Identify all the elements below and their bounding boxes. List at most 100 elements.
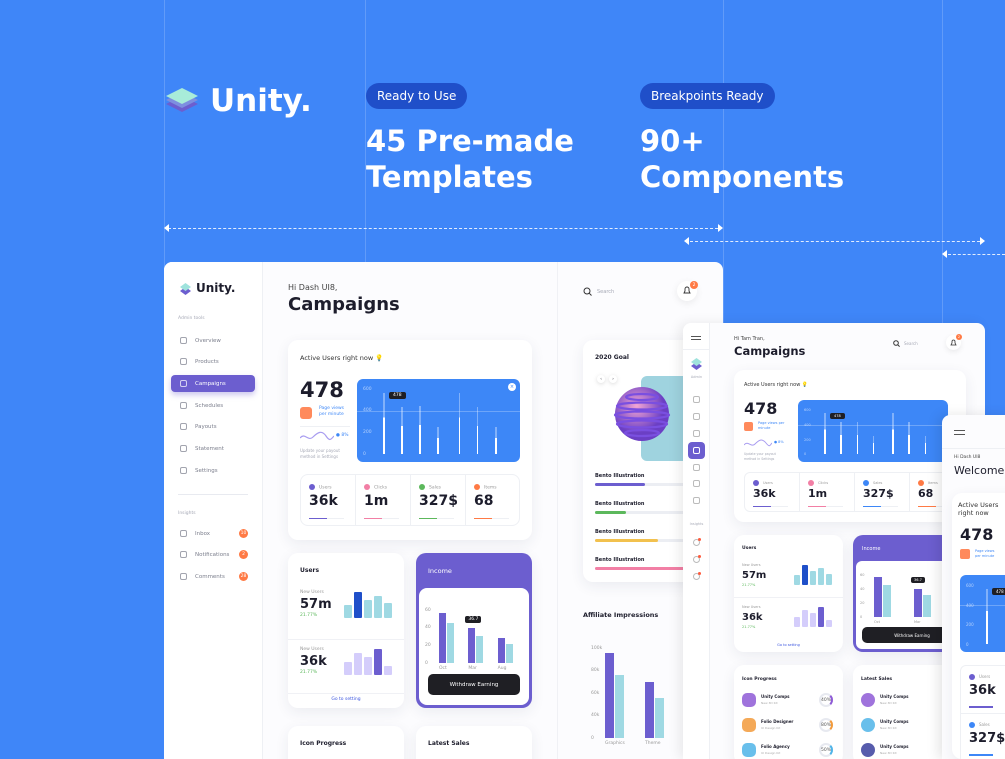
search-icon[interactable] bbox=[893, 340, 900, 347]
sidebar-item-payouts[interactable]: Payouts bbox=[171, 418, 255, 435]
stat-clicks: Clicks 1m bbox=[800, 473, 855, 511]
active-users-bar bbox=[840, 422, 842, 454]
users-card-title: Users bbox=[300, 567, 320, 574]
withdraw-earning-button[interactable]: Withdraw Earning bbox=[428, 674, 520, 695]
income-bar-primary bbox=[439, 613, 446, 663]
sidebar-item-campaigns[interactable]: Campaigns bbox=[171, 375, 255, 392]
sidebar-item-inbox[interactable]: Inbox bbox=[171, 525, 255, 542]
users-bar bbox=[818, 568, 824, 585]
divider bbox=[734, 597, 843, 598]
document-icon bbox=[180, 445, 187, 452]
dashboard-tablet: Admin Insights Hi Tam Tran, Campaigns Se… bbox=[683, 323, 985, 759]
stat-value: 327$ bbox=[419, 493, 458, 510]
stat-progress bbox=[969, 754, 993, 756]
slim-nav-document-icon[interactable] bbox=[692, 479, 701, 488]
sidebar-item-overview[interactable]: Overview bbox=[171, 332, 255, 349]
sidebar-item-settings[interactable]: Settings bbox=[171, 462, 255, 479]
go-to-setting-link[interactable]: Go to setting bbox=[331, 697, 361, 702]
hamburger-menu-icon[interactable] bbox=[691, 336, 701, 340]
y-tick-label: 600 bbox=[966, 583, 974, 588]
go-to-setting-link[interactable]: Go to setting bbox=[777, 643, 800, 647]
income-bar-secondary bbox=[447, 622, 454, 663]
active-users-bar bbox=[892, 412, 894, 454]
divider bbox=[300, 426, 350, 427]
dashboard-desktop: Unity. Admin tools Overview Products Campa… bbox=[164, 262, 723, 759]
item-subtitle: New 3D Kit bbox=[880, 751, 897, 755]
active-users-card: Active Users right now 💡 478 Page views … bbox=[288, 340, 532, 540]
new-users-label: New Users bbox=[300, 590, 324, 595]
active-users-bar bbox=[401, 407, 403, 454]
y-tick-label: 100k bbox=[591, 645, 603, 651]
sidebar-item-comments[interactable]: Comments bbox=[171, 568, 255, 585]
bell-icon bbox=[693, 556, 700, 563]
slim-nav-bell-icon[interactable] bbox=[692, 555, 701, 564]
sidebar-item-label: Overview bbox=[195, 337, 221, 344]
search-input[interactable]: Search bbox=[597, 289, 615, 295]
y-tick-label: 80k bbox=[591, 668, 600, 674]
icon-progress-card: Icon Progress bbox=[288, 726, 404, 759]
stat-progress bbox=[474, 517, 509, 520]
slim-nav-inbox-icon[interactable] bbox=[692, 538, 701, 547]
item-name: Unity Comps bbox=[880, 694, 909, 699]
hamburger-menu-icon[interactable] bbox=[954, 430, 965, 435]
notifications-button[interactable]: 2 bbox=[946, 334, 962, 350]
sidebar-item-products[interactable]: Products bbox=[171, 353, 255, 370]
sidebar-item-label: Comments bbox=[195, 573, 225, 580]
close-chart-icon[interactable]: × bbox=[508, 383, 516, 391]
column-divider bbox=[557, 262, 558, 759]
arrow-left-icon bbox=[942, 250, 947, 258]
sidebar-item-schedules[interactable]: Schedules bbox=[171, 397, 255, 414]
slim-nav-comment-icon[interactable] bbox=[692, 572, 701, 581]
y-tick-label: 60 bbox=[425, 607, 431, 613]
sidebar-logo-text: Unity. bbox=[196, 281, 236, 295]
stat-users: Users 36k bbox=[961, 666, 1005, 714]
comment-icon bbox=[180, 573, 187, 580]
next-arrow-icon[interactable]: › bbox=[609, 375, 617, 383]
search-icon[interactable] bbox=[583, 287, 592, 296]
sidebar: Unity. Admin tools Overview Products Campa… bbox=[164, 262, 263, 759]
brand-logo-icon bbox=[164, 86, 200, 118]
stat-progress bbox=[969, 706, 993, 708]
check-circle-icon bbox=[693, 447, 700, 454]
gridline bbox=[798, 424, 948, 426]
slim-nav-bag-icon[interactable] bbox=[692, 412, 701, 421]
sidebar-item-notifications[interactable]: Notifications bbox=[171, 546, 255, 563]
slim-nav-campaign-icon[interactable] bbox=[692, 429, 701, 438]
inbox-icon bbox=[693, 539, 700, 546]
sidebar-item-statement[interactable]: Statement bbox=[171, 440, 255, 457]
divider bbox=[942, 448, 1005, 449]
greeting: Hi Dash UI8 bbox=[954, 455, 981, 460]
slim-nav-wallet-icon[interactable] bbox=[692, 463, 701, 472]
users-bar bbox=[818, 607, 824, 627]
stat-label: Users bbox=[969, 674, 990, 680]
divider bbox=[683, 349, 710, 350]
stat-progress-fill bbox=[474, 517, 492, 520]
goal-progress-fill bbox=[595, 539, 658, 542]
goal-item-label: Bento Illustration bbox=[595, 473, 645, 479]
stat-value: 68 bbox=[474, 493, 494, 510]
active-users-bar bbox=[856, 421, 859, 454]
y-tick-label: 40 bbox=[425, 625, 431, 631]
active-users-bar bbox=[908, 422, 910, 454]
stat-label: Items bbox=[918, 479, 938, 486]
notifications-button[interactable]: 2 bbox=[677, 281, 698, 301]
search-input[interactable]: Search bbox=[904, 341, 918, 346]
sidebar-item-label: Schedules bbox=[195, 402, 224, 409]
x-tick-label: Theme bbox=[645, 741, 661, 746]
trend-wave-icon bbox=[744, 439, 772, 447]
goal-progress bbox=[595, 511, 720, 514]
y-tick-label: 200 bbox=[363, 430, 372, 436]
sidebar-item-label: Settings bbox=[195, 467, 218, 474]
comment-icon bbox=[693, 573, 700, 580]
stat-label: Clicks bbox=[808, 479, 828, 486]
withdraw-earning-button[interactable]: Withdraw Earning bbox=[862, 627, 962, 643]
goal-progress bbox=[595, 539, 720, 542]
prev-arrow-icon[interactable]: ‹ bbox=[597, 375, 605, 383]
active-users-bar bbox=[872, 435, 875, 454]
goal-item-label: Bento Illustration bbox=[595, 557, 645, 563]
new-users-change: 21.77% bbox=[300, 670, 318, 675]
goal-progress-fill bbox=[595, 511, 627, 514]
slim-nav-check-circle-icon[interactable] bbox=[688, 442, 705, 459]
slim-nav-gear-icon[interactable] bbox=[692, 496, 701, 505]
slim-nav-chart-icon[interactable] bbox=[692, 395, 701, 404]
